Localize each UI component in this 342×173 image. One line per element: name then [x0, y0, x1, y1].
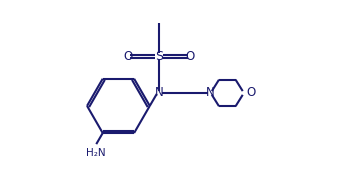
Text: O: O [186, 49, 195, 63]
Text: N: N [155, 86, 163, 99]
Text: O: O [246, 86, 255, 99]
Text: O: O [123, 49, 132, 63]
Text: S: S [155, 49, 163, 63]
Text: H₂N: H₂N [86, 148, 105, 158]
Text: N: N [206, 86, 215, 99]
